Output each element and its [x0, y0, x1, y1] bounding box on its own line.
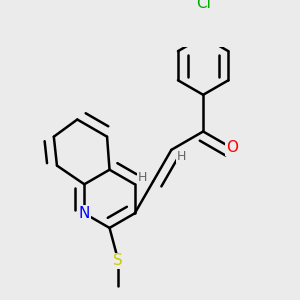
Text: O: O	[226, 140, 238, 155]
Text: H: H	[176, 150, 186, 163]
Text: H: H	[138, 170, 147, 184]
Text: S: S	[113, 254, 123, 268]
Text: N: N	[79, 206, 90, 221]
Text: Cl: Cl	[196, 0, 211, 11]
